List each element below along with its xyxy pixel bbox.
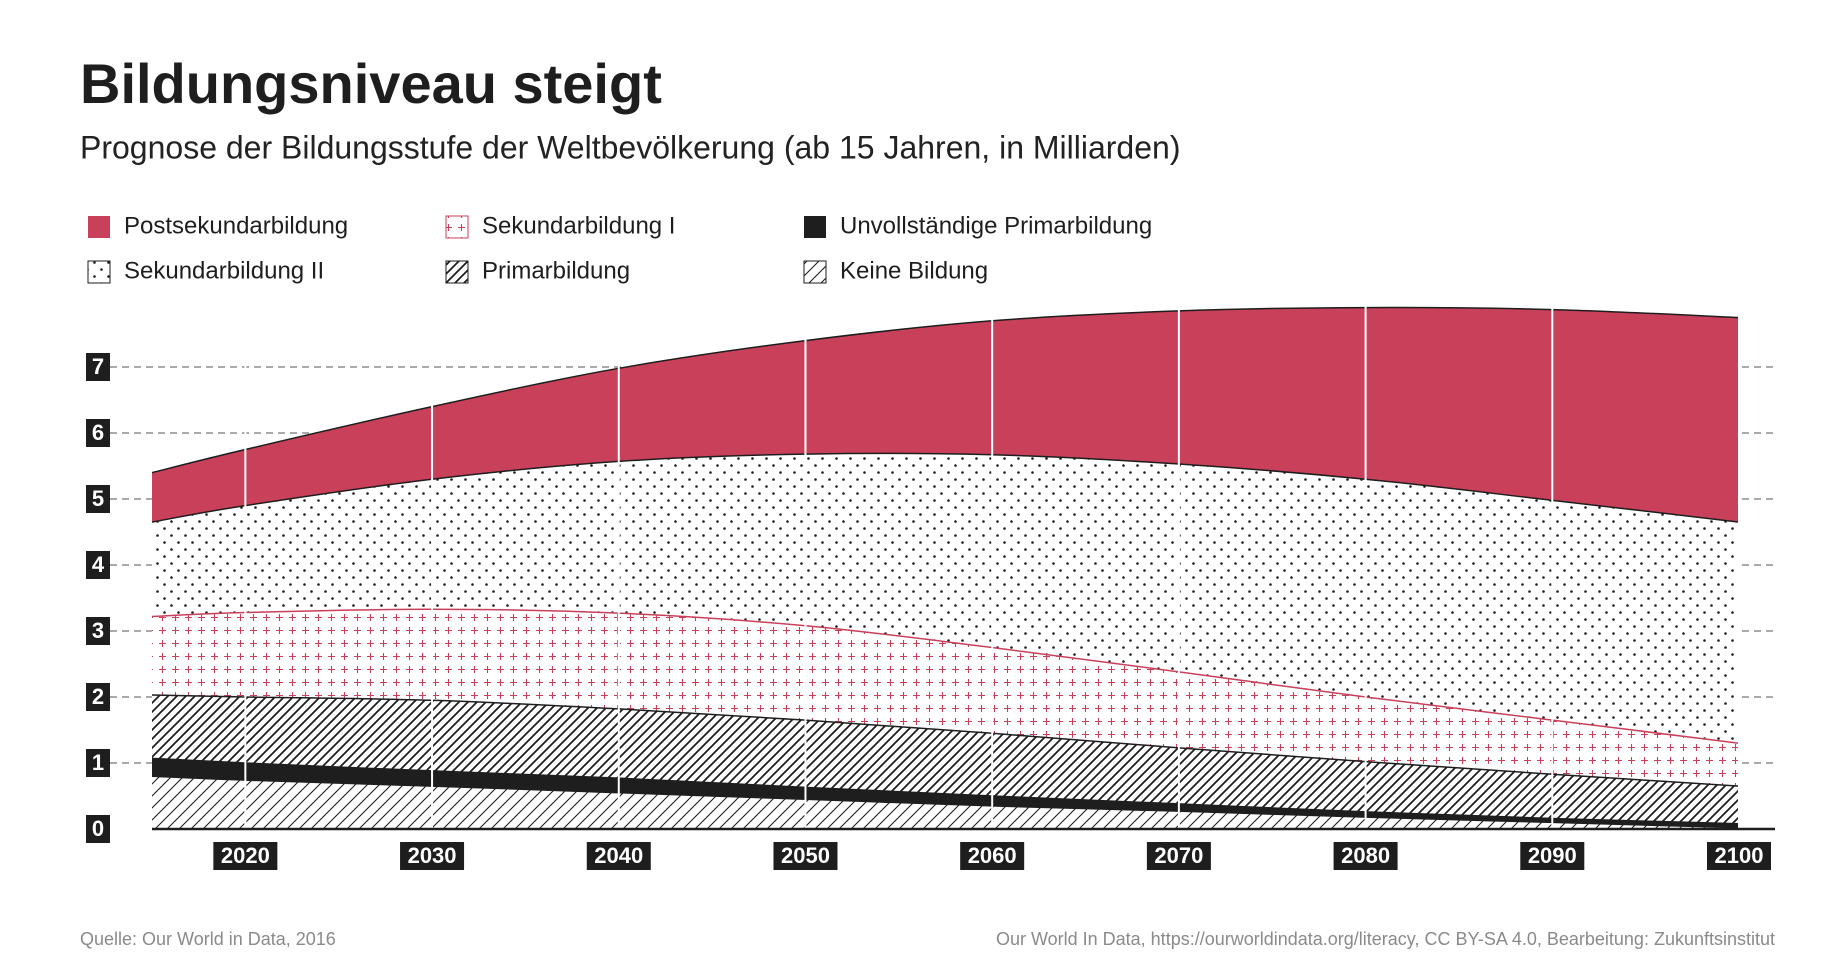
x-tick-box <box>773 842 838 870</box>
legend-swatch <box>445 260 469 284</box>
y-tick-box <box>86 485 110 513</box>
x-tick-label: 2080 <box>1341 843 1390 868</box>
area-edge <box>151 306 1740 474</box>
x-tick-label: 2020 <box>221 843 270 868</box>
legend-label: Sekundarbildung II <box>124 257 324 284</box>
legend-label: Primarbildung <box>482 257 630 284</box>
x-tick-box <box>1146 842 1211 870</box>
legend-swatch <box>87 260 111 284</box>
x-tick-label: 2090 <box>1528 843 1577 868</box>
area-edge <box>151 452 1740 523</box>
x-tick-box <box>586 842 651 870</box>
y-tick-label: 3 <box>92 618 104 643</box>
x-tick-box <box>1333 842 1398 870</box>
y-tick-box <box>86 353 110 381</box>
y-tick-box <box>86 815 110 843</box>
area <box>152 776 1739 829</box>
legend-swatch <box>445 215 469 239</box>
y-tick-box <box>86 749 110 777</box>
y-tick-box <box>86 683 110 711</box>
chart-subtitle: Prognose der Bildungsstufe der Weltbevöl… <box>80 129 1180 165</box>
x-tick-label: 2040 <box>594 843 643 868</box>
y-tick-label: 2 <box>92 684 104 709</box>
y-tick-box <box>86 617 110 645</box>
y-tick-label: 5 <box>92 486 104 511</box>
chart-title: Bildungsniveau steigt <box>80 52 662 115</box>
x-tick-box <box>1520 842 1585 870</box>
area <box>152 609 1739 787</box>
legend-label: Sekundarbildung I <box>482 212 675 239</box>
y-tick-box <box>86 419 110 447</box>
legend-swatch <box>803 260 827 284</box>
x-tick-label: 2070 <box>1154 843 1203 868</box>
credit: Our World In Data, https://ourworldindat… <box>996 929 1775 949</box>
area <box>152 695 1739 824</box>
area-edge <box>151 608 1740 744</box>
legend-label: Postsekundarbildung <box>124 212 348 239</box>
area-edge <box>151 757 1740 825</box>
x-tick-label: 2050 <box>781 843 830 868</box>
x-tick-label: 2060 <box>968 843 1017 868</box>
source: Quelle: Our World in Data, 2016 <box>80 929 336 949</box>
y-tick-label: 7 <box>92 354 104 379</box>
legend-label: Unvollständige Primarbildung <box>840 212 1152 239</box>
y-tick-label: 0 <box>92 816 104 841</box>
x-tick-label: 2100 <box>1715 843 1764 868</box>
x-tick-box <box>1707 842 1771 870</box>
area-edge <box>151 775 1740 829</box>
x-tick-box <box>213 842 278 870</box>
legend-swatch <box>88 216 110 238</box>
y-tick-label: 1 <box>92 750 104 775</box>
area <box>152 307 1739 523</box>
legend-swatch <box>804 216 826 238</box>
y-tick-box <box>86 551 110 579</box>
x-tick-label: 2030 <box>408 843 457 868</box>
area <box>152 453 1739 744</box>
y-tick-label: 6 <box>92 420 104 445</box>
x-tick-box <box>400 842 465 870</box>
x-tick-box <box>960 842 1025 870</box>
legend-label: Keine Bildung <box>840 257 988 284</box>
area-edge <box>151 694 1740 787</box>
y-tick-label: 4 <box>92 552 105 577</box>
